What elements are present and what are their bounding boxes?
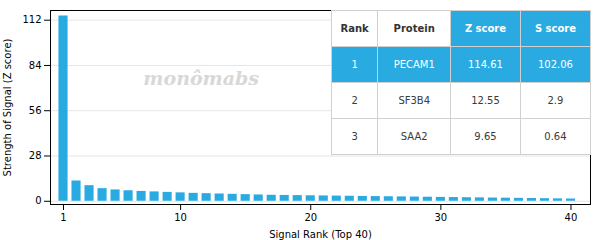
svg-text:84: 84 [29, 60, 42, 71]
html-text:1: 1 [351, 58, 358, 70]
html-text:S score: S score [534, 23, 576, 34]
svg-text:Strength of Signal (Z score): Strength of Signal (Z score) [2, 38, 13, 176]
html-text:9.65: 9.65 [474, 130, 497, 142]
html-text:102.06: 102.06 [538, 58, 573, 70]
html-text:114.61: 114.61 [468, 58, 503, 70]
html-text:PECAM1: PECAM1 [393, 58, 435, 70]
svg-text:40: 40 [565, 212, 578, 223]
svg-text:112: 112 [22, 14, 41, 25]
svg-text:10: 10 [174, 212, 187, 223]
html-text:Z score: Z score [464, 23, 507, 34]
html-text:Protein: Protein [393, 23, 435, 34]
svg-text:56: 56 [29, 105, 42, 116]
svg-text:Signal Rank (Top 40): Signal Rank (Top 40) [269, 229, 372, 240]
html-text:monômabs: monômabs [143, 66, 259, 89]
svg-text:30: 30 [434, 212, 447, 223]
html-text:2: 2 [351, 94, 358, 106]
svg-text:28: 28 [29, 150, 42, 161]
html-text:SAA2: SAA2 [400, 130, 428, 142]
svg-text:20: 20 [304, 212, 317, 223]
html-text:2.9: 2.9 [547, 94, 564, 106]
svg-text:1: 1 [60, 212, 66, 223]
html-text:3: 3 [351, 130, 358, 142]
svg-text:0: 0 [35, 195, 41, 206]
html-text:0.64: 0.64 [544, 130, 567, 142]
html-text:SF3B4: SF3B4 [398, 94, 431, 106]
html-text:12.55: 12.55 [471, 94, 500, 106]
html-text:Rank: Rank [340, 23, 369, 34]
